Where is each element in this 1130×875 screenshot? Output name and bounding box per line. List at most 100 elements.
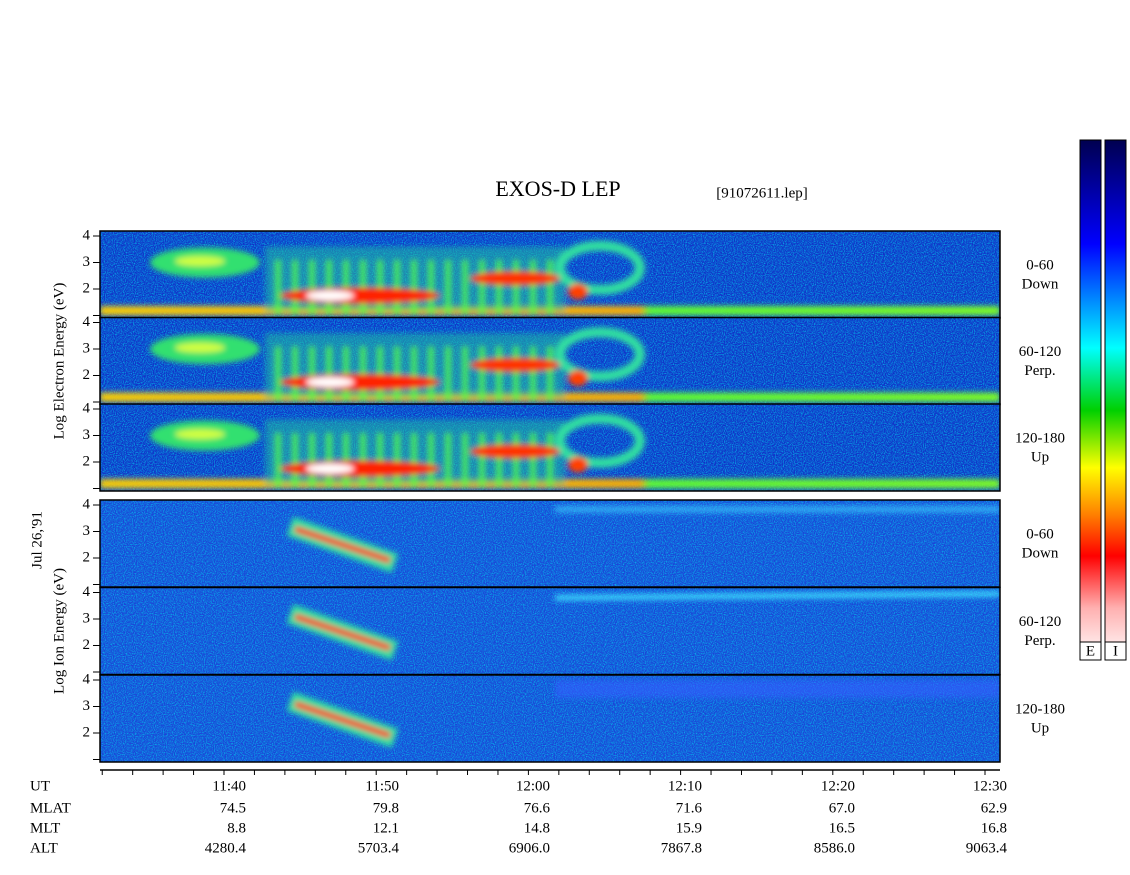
row-value: 67.0 — [829, 800, 855, 816]
row-value: 12:20 — [821, 778, 855, 794]
feature — [394, 346, 400, 402]
feature — [360, 346, 366, 402]
feature — [306, 290, 354, 301]
feature — [175, 342, 225, 353]
feature — [280, 287, 440, 304]
feature — [294, 526, 391, 564]
direction-label: Down — [1022, 545, 1059, 561]
feature — [280, 460, 440, 477]
direction-label: Down — [1022, 276, 1059, 292]
spectrogram — [100, 675, 1000, 762]
feature — [294, 701, 391, 739]
spectrogram — [100, 500, 1000, 587]
y-tick-label: 4 — [83, 314, 91, 330]
feature — [428, 346, 434, 402]
feature — [411, 346, 417, 402]
spectrogram-features — [100, 327, 1000, 402]
y-tick-label: 4 — [83, 496, 91, 512]
feature — [411, 432, 417, 488]
feature — [280, 374, 440, 391]
color-bars: E I — [1079, 139, 1127, 661]
spectrogram-features — [100, 240, 1000, 316]
angle-label: 60-120 — [1019, 614, 1062, 630]
direction-label: Up — [1031, 449, 1049, 465]
direction-label: Up — [1031, 720, 1049, 736]
feature — [555, 327, 645, 382]
feature — [445, 346, 451, 402]
feature — [377, 346, 383, 402]
date-label: Jul 26,'91 — [29, 511, 45, 569]
feature — [496, 259, 502, 315]
feature — [555, 240, 645, 295]
feature — [175, 256, 225, 267]
color-bar-box — [1104, 641, 1127, 661]
y-axis-label: Log Ion Energy (eV) — [51, 568, 67, 694]
y-tick-label: 3 — [83, 427, 91, 443]
feature — [462, 259, 468, 315]
y-tick-label: 3 — [83, 254, 91, 270]
y-tick-label: 4 — [83, 584, 91, 600]
feature — [462, 346, 468, 402]
y-tick-label: 2 — [83, 280, 91, 296]
y-tick-label: 4 — [83, 400, 91, 416]
feature — [513, 432, 519, 488]
feature — [394, 432, 400, 488]
feature — [343, 259, 349, 315]
spectrogram-features — [286, 506, 1000, 573]
feature — [445, 432, 451, 488]
spectrogram-noise — [100, 500, 1000, 587]
row-label: ALT — [30, 840, 58, 856]
feature — [547, 432, 553, 488]
feature — [470, 357, 560, 372]
feature — [555, 506, 1000, 513]
row-value: 12.1 — [373, 820, 399, 836]
feature — [343, 432, 349, 488]
feature — [326, 259, 332, 315]
row-label: UT — [30, 778, 50, 794]
row-value: 16.8 — [981, 820, 1007, 836]
feature — [309, 346, 315, 402]
row-value: 4280.4 — [205, 840, 247, 856]
angle-label: 0-60 — [1026, 526, 1054, 542]
y-tick-label: 3 — [83, 610, 91, 626]
angle-label: 60-120 — [1019, 344, 1062, 360]
feature — [428, 432, 434, 488]
feature — [445, 259, 451, 315]
color-bar — [1079, 139, 1102, 661]
feature — [428, 259, 434, 315]
spectrogram — [100, 231, 1000, 318]
row-value: 8.8 — [227, 820, 246, 836]
row-value: 71.6 — [676, 800, 703, 816]
row-label: MLT — [30, 820, 60, 836]
feature — [555, 413, 645, 468]
feature — [377, 432, 383, 488]
feature — [496, 432, 502, 488]
feature — [275, 259, 281, 315]
feature — [394, 259, 400, 315]
row-value: 7867.8 — [661, 840, 702, 856]
feature — [513, 259, 519, 315]
angle-label: 120-180 — [1015, 701, 1065, 717]
row-label: MLAT — [30, 800, 71, 816]
row-value: 16.5 — [829, 820, 855, 836]
row-value: 9063.4 — [966, 840, 1008, 856]
feature — [470, 271, 560, 286]
feature — [568, 456, 588, 473]
feature — [530, 432, 536, 488]
row-value: 12:30 — [973, 778, 1007, 794]
panel-frame — [99, 674, 1001, 763]
color-bar — [1104, 139, 1127, 661]
feature — [360, 432, 366, 488]
feature — [547, 259, 553, 315]
spectrogram-noise — [100, 587, 1000, 675]
spectrogram-features — [100, 413, 1000, 489]
color-bar-label: I — [1113, 643, 1118, 659]
feature — [568, 370, 588, 387]
y-tick-label: 2 — [83, 637, 91, 653]
feature — [496, 346, 502, 402]
feature — [294, 613, 391, 651]
feature — [309, 432, 315, 488]
spectrogram — [100, 404, 1000, 491]
feature — [292, 432, 298, 488]
